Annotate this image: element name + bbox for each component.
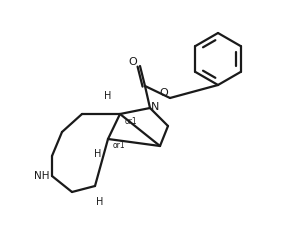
Text: H: H bbox=[96, 197, 104, 207]
Text: or1: or1 bbox=[113, 142, 125, 151]
Text: H: H bbox=[104, 91, 112, 101]
Text: or1: or1 bbox=[125, 116, 137, 125]
Text: O: O bbox=[129, 57, 137, 67]
Text: O: O bbox=[160, 88, 168, 98]
Text: NH: NH bbox=[34, 171, 50, 181]
Text: H: H bbox=[94, 149, 102, 159]
Text: N: N bbox=[151, 102, 159, 112]
